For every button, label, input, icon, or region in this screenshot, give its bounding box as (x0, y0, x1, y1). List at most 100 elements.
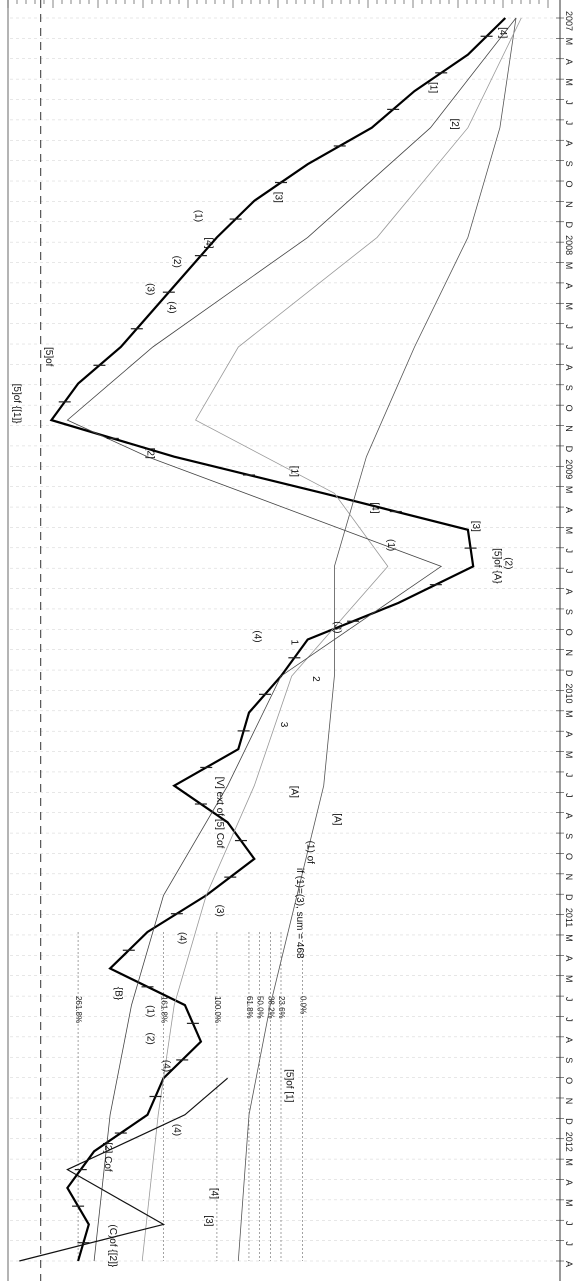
time-axis-label: M (564, 262, 574, 270)
time-axis-label: S (564, 1057, 574, 1063)
time-axis-label: A (564, 813, 574, 819)
time-axis-label: M (564, 975, 574, 983)
time-axis-label: A (564, 1261, 574, 1267)
wave-label: [4] (203, 237, 214, 248)
time-axis-label: S (564, 161, 574, 167)
wave-label: (4) (171, 1124, 182, 1136)
wave-label: 3 (278, 722, 289, 728)
wave-label: [5]of {A} (492, 548, 503, 584)
time-axis-label: M (564, 1199, 574, 1207)
time-axis-label: 2010 (564, 683, 574, 703)
time-axis-label: J (564, 1241, 574, 1246)
time-axis-label: M (564, 751, 574, 759)
fib-level-label: 23.6% (277, 996, 286, 1019)
wave-label: [2] (449, 119, 460, 130)
time-axis-label: O (564, 405, 574, 412)
wave-label: (4) (177, 932, 188, 944)
time-axis-label: J (564, 569, 574, 574)
wave-label: (3) (145, 283, 156, 295)
wave-label: (1) (385, 539, 396, 551)
time-axis-label: A (564, 140, 574, 146)
wave-label: [4] (497, 27, 508, 38)
time-axis-label: A (564, 1179, 574, 1185)
series-ma_short (66, 17, 517, 1262)
time-axis-label: A (564, 59, 574, 65)
wave-label: [V] ext of [5] Cof (214, 777, 225, 849)
time-axis-label: 2008 (564, 235, 574, 255)
projection-path (19, 1077, 228, 1262)
time-axis-label: J (564, 549, 574, 554)
time-axis-label: A (564, 507, 574, 513)
time-axis-label: 2012 (564, 1132, 574, 1152)
wave-label: [4] (209, 1188, 220, 1199)
time-axis-label: A (564, 955, 574, 961)
fibonacci-levels: 261.8% 161.8% 100.0% 61.8% 50.0% 38.2% 23.6% 0.… (40, 0, 307, 1281)
wave-label: [5]of (43, 347, 54, 367)
time-axis-label: O (564, 629, 574, 636)
time-axis-label: M (564, 486, 574, 494)
wave-label: [1] (428, 82, 439, 93)
time-axis-label: D (564, 894, 574, 901)
fib-level-label: 50.0% (256, 996, 265, 1019)
series-lines (19, 17, 522, 1262)
wave-label: (2) (502, 557, 513, 569)
time-axis-label: N (564, 874, 574, 881)
wave-label: [3] (273, 192, 284, 203)
wave-label: (4) (251, 630, 262, 642)
wave-label: (1) (145, 1005, 156, 1017)
time-axis-label: A (564, 589, 574, 595)
time-axis-label: J (564, 1221, 574, 1226)
fib-level-label: 38.2% (266, 996, 275, 1019)
fib-level-label: 0.0% (298, 996, 307, 1014)
wave-label: 2 (310, 676, 321, 682)
axes: 2007 M A M J J A S O N D 2008 M A M J J A S O N D 2009 M A M J J A S O… (7, 0, 574, 1281)
wave-label: (1) of (305, 841, 316, 865)
time-axis-label: N (564, 425, 574, 432)
time-axis-label: D (564, 222, 574, 229)
time-axis-label: A (564, 364, 574, 370)
fib-level-label: 261.8% (74, 996, 83, 1023)
time-axis-label: S (564, 385, 574, 391)
time-axis-label: M (564, 1158, 574, 1166)
series-price (49, 17, 507, 1262)
time-axis-label: J (564, 324, 574, 329)
time-axis-label: S (564, 833, 574, 839)
wave-label: (4) (166, 301, 177, 313)
wave-label: [3] (470, 521, 481, 532)
time-axis-label: D (564, 446, 574, 453)
wave-label: (3) (214, 905, 225, 917)
time-axis-label: O (564, 853, 574, 860)
time-axis-label: N (564, 201, 574, 208)
time-axis-label: N (564, 649, 574, 656)
time-axis-label: J (564, 121, 574, 126)
time-axis-label: J (564, 773, 574, 778)
wave-labels: [4] [1] [2] [3] (1) [4] (2) (3) (4) [5]of [5]of {[… (11, 27, 513, 1268)
wave-label: (2) (171, 256, 182, 268)
time-axis-label: N (564, 1098, 574, 1105)
fib-level-label: 61.8% (245, 996, 254, 1019)
series-ma_long (237, 17, 517, 1262)
time-axis-label: D (564, 1118, 574, 1125)
time-axis-label: M (564, 38, 574, 46)
fib-level-label: 161.8% (160, 996, 169, 1023)
time-axis-label: M (564, 934, 574, 942)
time-axis-label: M (564, 303, 574, 311)
wave-label: [2] Cof (102, 1142, 113, 1172)
time-axis-label: J (564, 345, 574, 350)
wave-label: [A] (289, 786, 300, 798)
wave-label: (4) (161, 1060, 172, 1072)
time-axis-label: S (564, 609, 574, 615)
wave-label: (3) (331, 621, 342, 633)
time-axis-label: J (564, 100, 574, 105)
time-axis-label: M (564, 710, 574, 718)
time-axis-label: J (564, 1017, 574, 1022)
wave-label: [5]of [1] (283, 1069, 294, 1103)
grid-lines (10, 17, 560, 1262)
time-axis-label: J (564, 793, 574, 798)
wave-label: (1) (193, 210, 204, 222)
time-axis-label: 2007 (564, 11, 574, 31)
fib-level-label: 100.0% (213, 996, 222, 1023)
wave-label: [2] (145, 448, 156, 459)
wave-label: {B} (113, 987, 124, 1001)
